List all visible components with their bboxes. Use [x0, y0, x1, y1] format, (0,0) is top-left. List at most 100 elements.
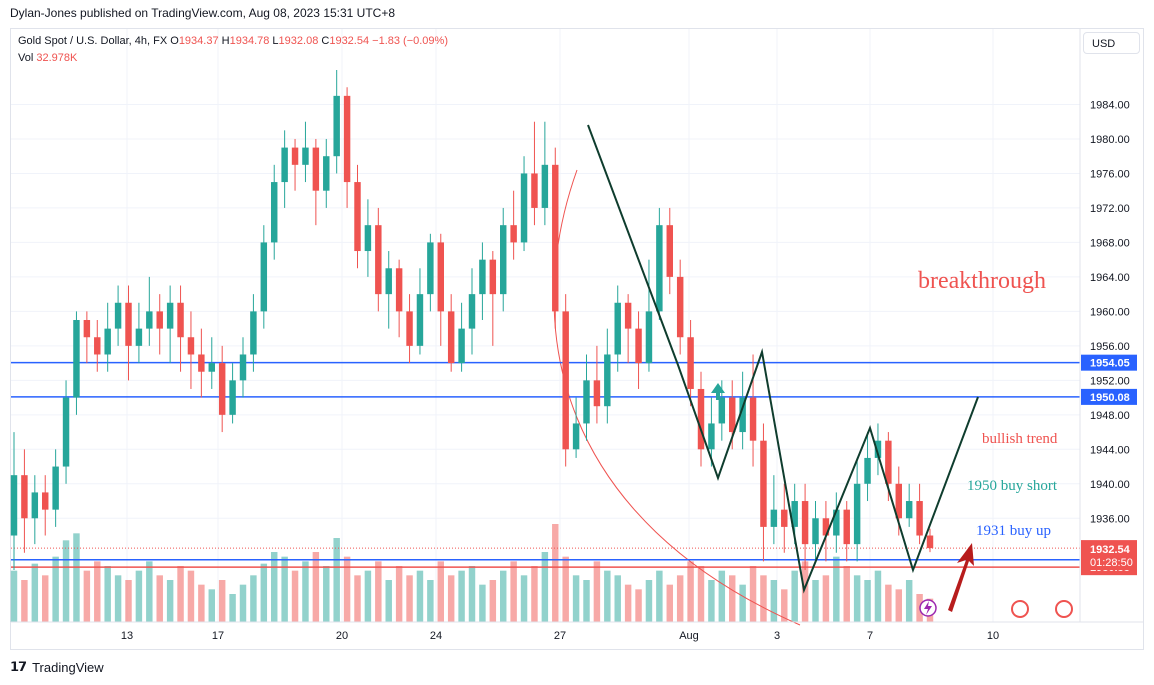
candle [416, 268, 424, 355]
candle-body [42, 492, 49, 510]
candle-body [541, 164, 549, 208]
candle-body [73, 320, 80, 398]
price-tick-label: 1980.00 [1090, 134, 1130, 146]
candle-body [208, 363, 215, 372]
candle-body [416, 294, 424, 346]
candle-body [250, 311, 257, 355]
time-tick-label: 10 [987, 630, 999, 642]
volume-bar [729, 575, 736, 622]
volume-bar [895, 589, 902, 622]
time-tick-label: 7 [867, 630, 873, 642]
price-tick-label: 1944.00 [1090, 444, 1130, 456]
volume-bar [770, 580, 778, 622]
candle-body [229, 380, 236, 415]
currency-button[interactable]: USD [1083, 32, 1140, 54]
annotation-4: 1931 buy up [976, 523, 1051, 539]
candle-body [760, 440, 767, 527]
candle-body [135, 328, 143, 346]
candle [583, 354, 590, 441]
candle-body [770, 509, 778, 527]
volume-bar [343, 556, 351, 622]
candle [229, 363, 236, 424]
volume-bar [864, 580, 871, 622]
candle-body [645, 311, 653, 364]
candle-body [406, 311, 413, 346]
candle-body [198, 354, 205, 372]
candle [801, 483, 809, 570]
candle [572, 397, 580, 458]
candle [676, 259, 684, 355]
volume-legend: Vol 32.978K [18, 52, 77, 64]
candle-body [676, 276, 684, 338]
candle [406, 294, 413, 364]
volume-bar [583, 580, 590, 622]
candle-body [791, 501, 798, 527]
candle [73, 311, 80, 415]
candle [739, 371, 746, 450]
volume-bar [156, 575, 163, 622]
price-tick-label: 1952.00 [1090, 375, 1130, 387]
volume-bar [676, 575, 684, 622]
candle-body [500, 225, 507, 295]
volume-bar [146, 561, 153, 622]
level-tag-1954.05 [1081, 354, 1137, 371]
volume-bar [385, 580, 392, 622]
candle-body [62, 397, 70, 467]
volume-bar [406, 575, 413, 622]
candle [624, 294, 632, 364]
candle-body [520, 173, 528, 243]
candle-body [812, 518, 819, 545]
price-tick-label: 1968.00 [1090, 237, 1130, 249]
candle-body [916, 501, 923, 536]
candle-body [479, 259, 486, 295]
candle-body [624, 302, 632, 329]
candle [52, 449, 59, 527]
candle-body [843, 509, 850, 545]
arc-drawing [553, 169, 801, 626]
annotation-3: 1950 buy short [967, 478, 1058, 494]
candle [114, 285, 122, 346]
candle-body [177, 302, 184, 338]
volume-bar [291, 570, 299, 622]
candle [447, 294, 455, 372]
countdown-text: 01:28:50 [1090, 557, 1133, 569]
candle-body [364, 225, 372, 252]
time-tick-label: 17 [212, 630, 224, 642]
tradingview-logo[interactable]: 𝟭𝟳 TradingView [10, 659, 104, 675]
candle [198, 328, 205, 398]
candle [31, 475, 39, 545]
volume-bar [791, 570, 798, 622]
candle [562, 294, 569, 467]
candle [218, 345, 226, 433]
time-tick-label: 27 [554, 630, 566, 642]
candle-body [687, 337, 694, 389]
candle-body [323, 156, 330, 191]
volume-bar [687, 561, 694, 622]
candle-body [333, 95, 340, 157]
volume-bar [364, 570, 372, 622]
volume-bar [166, 580, 174, 622]
volume-bar [489, 580, 497, 622]
candle [635, 311, 642, 389]
candle [604, 328, 611, 424]
candle-body [125, 302, 132, 346]
candle [354, 164, 361, 269]
volume-bar [801, 561, 809, 622]
candle [864, 432, 871, 502]
candle-body [895, 483, 902, 519]
candle [812, 501, 819, 562]
candle [614, 285, 621, 372]
price-tick-label: 1976.00 [1090, 168, 1130, 180]
volume-bar [281, 556, 288, 622]
candle [260, 225, 268, 329]
level-lines [11, 361, 1080, 568]
candle [291, 138, 299, 191]
candle [10, 432, 18, 570]
candle [364, 199, 372, 277]
candle [250, 294, 257, 372]
candle [166, 285, 174, 364]
candle-body [385, 268, 392, 295]
candle-body [489, 259, 497, 295]
volume-bar [666, 584, 673, 622]
